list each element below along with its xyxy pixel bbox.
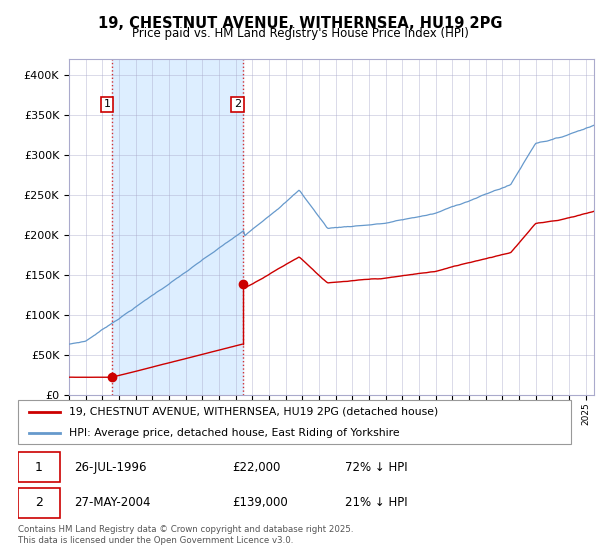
Text: HPI: Average price, detached house, East Riding of Yorkshire: HPI: Average price, detached house, East… [69, 428, 400, 438]
FancyBboxPatch shape [18, 452, 60, 482]
Text: Price paid vs. HM Land Registry's House Price Index (HPI): Price paid vs. HM Land Registry's House … [131, 27, 469, 40]
Text: 27-MAY-2004: 27-MAY-2004 [74, 496, 151, 510]
Text: 1: 1 [103, 100, 110, 109]
Text: 1: 1 [35, 460, 43, 474]
FancyBboxPatch shape [18, 400, 571, 444]
Text: Contains HM Land Registry data © Crown copyright and database right 2025.
This d: Contains HM Land Registry data © Crown c… [18, 525, 353, 545]
Text: 2: 2 [234, 100, 241, 109]
Text: 72% ↓ HPI: 72% ↓ HPI [345, 460, 408, 474]
Text: £22,000: £22,000 [232, 460, 281, 474]
Text: £139,000: £139,000 [232, 496, 288, 510]
Text: 19, CHESTNUT AVENUE, WITHERNSEA, HU19 2PG (detached house): 19, CHESTNUT AVENUE, WITHERNSEA, HU19 2P… [69, 407, 438, 417]
Bar [112, 59, 242, 395]
Text: 19, CHESTNUT AVENUE, WITHERNSEA, HU19 2PG: 19, CHESTNUT AVENUE, WITHERNSEA, HU19 2P… [98, 16, 502, 31]
Text: 26-JUL-1996: 26-JUL-1996 [74, 460, 147, 474]
Text: 2: 2 [35, 496, 43, 510]
Text: 21% ↓ HPI: 21% ↓ HPI [345, 496, 408, 510]
FancyBboxPatch shape [18, 488, 60, 518]
